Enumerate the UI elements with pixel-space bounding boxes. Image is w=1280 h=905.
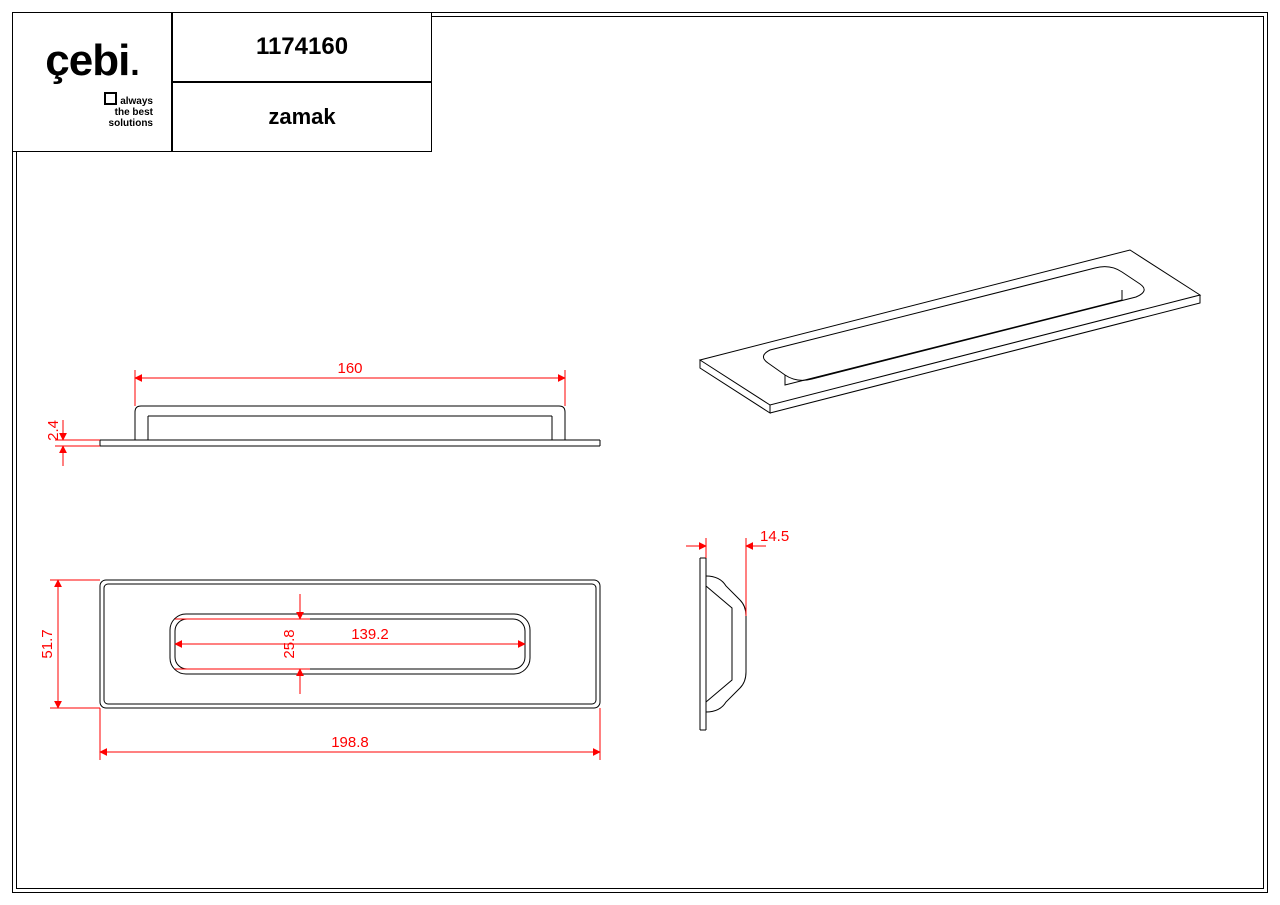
dim-front-inner-h-text: 25.8: [281, 629, 298, 658]
dim-side-depth-text: 14.5: [760, 528, 789, 545]
dim-flange-thk: 2.4: [45, 420, 100, 466]
dim-front-inner-w-text: 139.2: [351, 626, 389, 643]
dim-flange-thk-text: 2.4: [45, 420, 62, 441]
isometric-view: [700, 250, 1200, 413]
drawing-canvas: 160 2.4 51.7 198.8 139.2 25.8 14.5: [0, 0, 1280, 905]
dim-front-inner-w: 139.2: [175, 626, 525, 644]
dim-front-outer-h: 51.7: [39, 580, 100, 708]
dim-top-width-text: 160: [337, 360, 362, 377]
dim-front-outer-w: 198.8: [100, 708, 600, 760]
top-view: [100, 406, 600, 446]
dim-top-width: 160: [135, 360, 565, 406]
dim-side-depth: 14.5: [686, 528, 789, 616]
dim-front-outer-h-text: 51.7: [39, 629, 56, 658]
side-view: [700, 558, 746, 730]
dim-front-outer-w-text: 198.8: [331, 734, 369, 751]
